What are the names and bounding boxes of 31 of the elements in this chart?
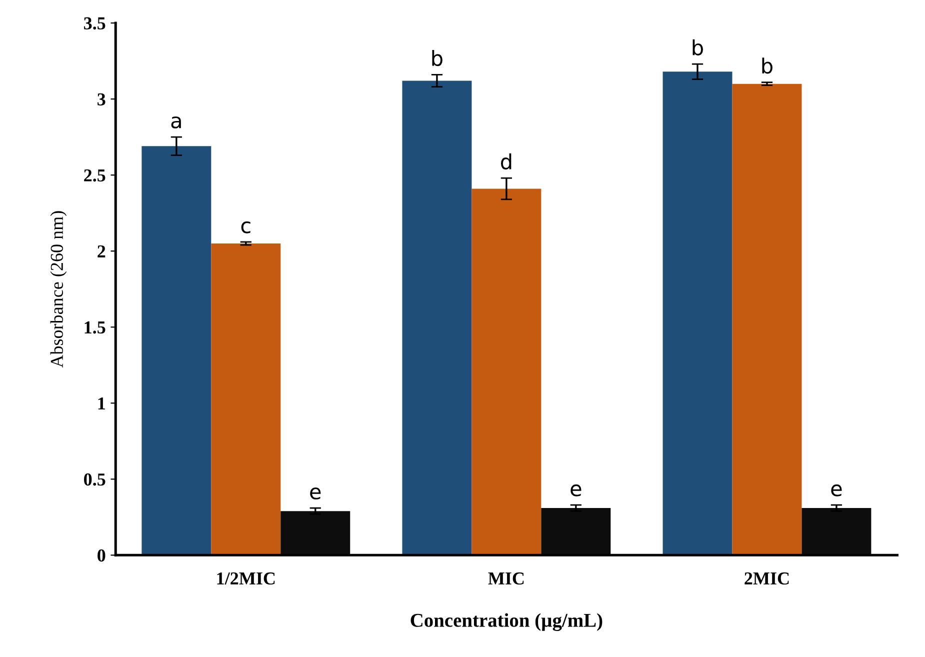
bar <box>802 508 872 556</box>
bar <box>211 243 281 556</box>
data-label: a <box>171 116 181 128</box>
bar <box>662 72 732 556</box>
x-tick-label: 2MIC <box>744 572 789 585</box>
data-label: e <box>831 484 842 496</box>
data-label: b <box>432 50 442 66</box>
bar <box>732 84 802 556</box>
data-label: e <box>310 487 321 500</box>
bar <box>280 511 350 556</box>
y-tick-label: 0 <box>98 549 106 562</box>
bar <box>142 146 212 556</box>
data-label: b <box>692 39 703 56</box>
x-tick-label: MIC <box>488 572 524 585</box>
x-axis-title: Concentration (µg/mL) <box>410 613 602 631</box>
y-tick-label: 2 <box>98 245 106 258</box>
y-tick-label: 3.5 <box>84 17 106 30</box>
y-tick-label: 3 <box>98 93 106 106</box>
x-tick-label: 1/2MIC <box>217 572 275 585</box>
data-label: e <box>570 484 582 496</box>
y-tick-label: 1.5 <box>84 321 106 334</box>
bar <box>402 80 472 556</box>
y-tick-label: 0.5 <box>84 473 106 486</box>
bar <box>472 188 542 556</box>
y-tick-label: 1 <box>98 397 105 410</box>
data-label: d <box>500 153 512 170</box>
data-label: b <box>762 58 772 74</box>
bar <box>541 508 611 556</box>
y-tick-label: 2.5 <box>84 169 106 182</box>
data-label: c <box>241 221 250 234</box>
y-axis-title: Absorbance (260 nm) <box>50 211 67 368</box>
